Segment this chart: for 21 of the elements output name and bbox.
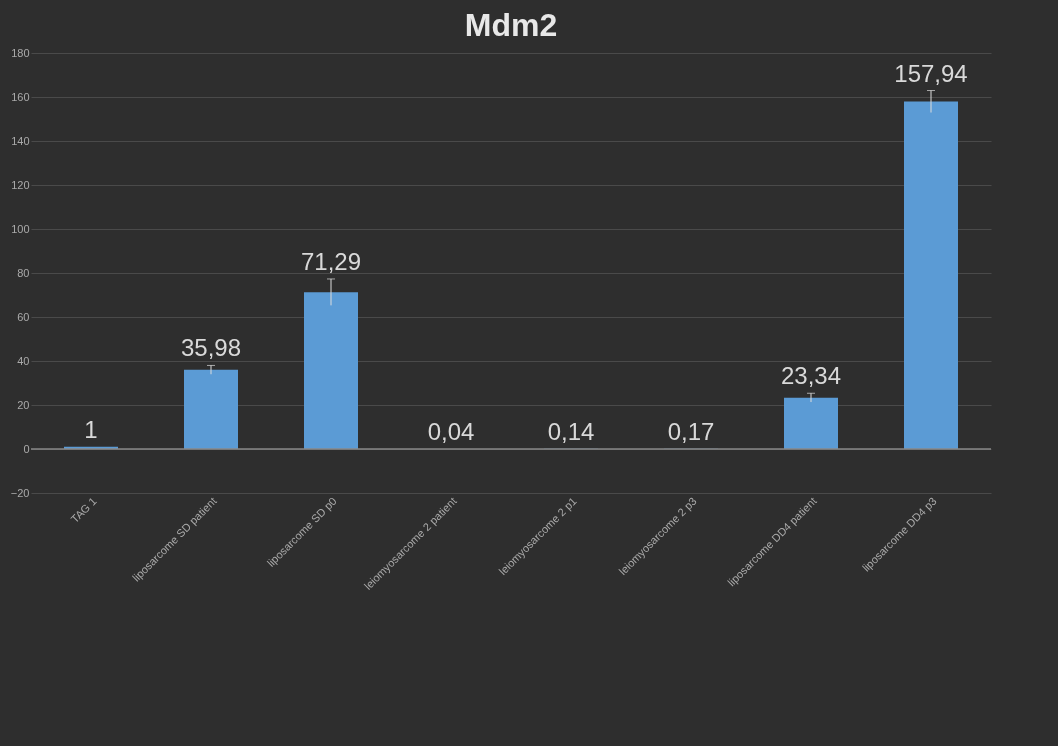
- y-tick-label: 100: [11, 222, 30, 235]
- y-tick-label: 120: [11, 178, 30, 191]
- data-label: 23,34: [780, 362, 842, 390]
- y-tick-label: 60: [17, 310, 30, 323]
- x-tick-label: TAG 1: [68, 494, 99, 526]
- data-label: 0,14: [547, 417, 595, 445]
- y-tick-label: 20: [17, 398, 30, 411]
- data-label: 71,29: [300, 247, 362, 275]
- data-label: 35,98: [180, 334, 242, 362]
- data-label: 1: [84, 415, 98, 443]
- y-tick-label: −20: [10, 486, 30, 499]
- data-label: 157,94: [894, 59, 968, 87]
- y-tick-label: 0: [23, 442, 30, 455]
- data-label: 0,17: [667, 417, 715, 445]
- data-label: 0,04: [427, 417, 475, 445]
- y-tick-label: 140: [11, 134, 30, 147]
- y-tick-label: 80: [17, 266, 30, 279]
- y-tick-label: 180: [11, 46, 30, 59]
- y-tick-label: 40: [17, 354, 30, 367]
- y-tick-label: 160: [11, 90, 30, 103]
- chart-title: Mdm2: [464, 7, 558, 43]
